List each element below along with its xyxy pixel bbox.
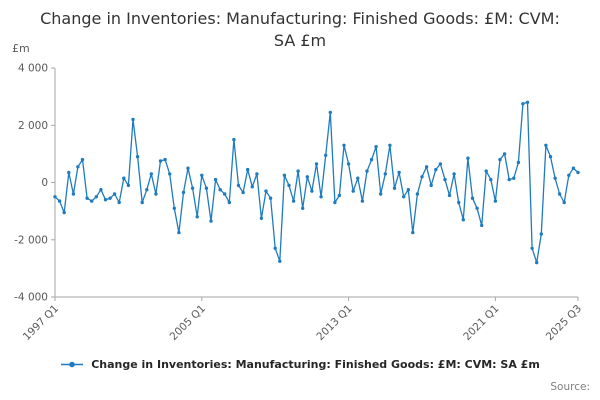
legend: Change in Inventories: Manufacturing: Fi…	[0, 358, 600, 371]
axes	[54, 68, 578, 298]
source-label: Source:	[550, 381, 590, 393]
svg-text:-2 000: -2 000	[14, 234, 48, 246]
chart-title: Change in Inventories: Manufacturing: Fi…	[40, 9, 560, 50]
svg-text:2025 Q3: 2025 Q3	[544, 303, 584, 343]
legend-line-marker-icon	[61, 361, 84, 368]
svg-text:2013 Q1: 2013 Q1	[314, 303, 354, 343]
data-line	[54, 101, 579, 264]
svg-text:0: 0	[41, 177, 48, 189]
svg-text:2 000: 2 000	[18, 120, 48, 132]
y-axis-unit: £m	[12, 42, 30, 55]
svg-text:1997 Q1: 1997 Q1	[21, 303, 61, 343]
svg-text:2021 Q1: 2021 Q1	[461, 303, 501, 343]
svg-text:-4 000: -4 000	[14, 292, 48, 304]
svg-text:4 000: 4 000	[18, 63, 48, 75]
svg-text:2005 Q1: 2005 Q1	[168, 303, 208, 343]
legend-label: Change in Inventories: Manufacturing: Fi…	[91, 358, 540, 371]
